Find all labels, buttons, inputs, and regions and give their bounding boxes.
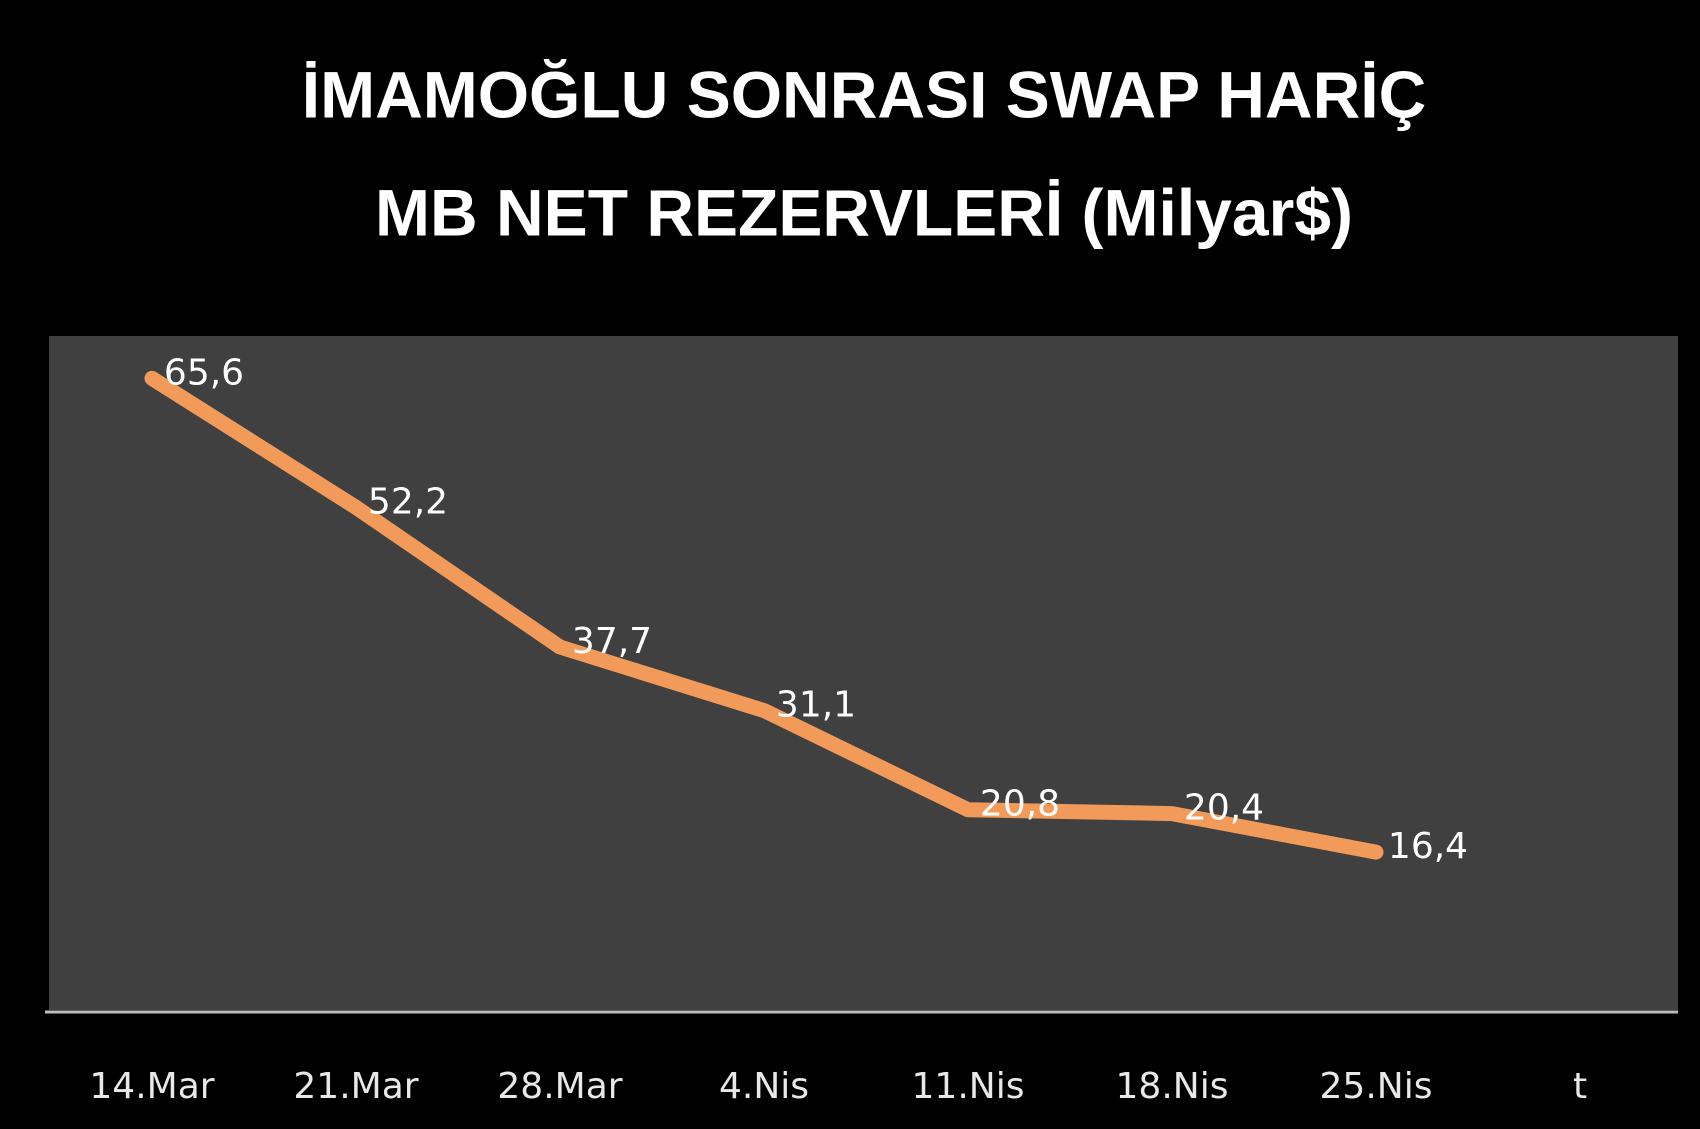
chart-title: MB NET REZERVLERİ (Milyar$): [375, 175, 1353, 249]
plot-area: [49, 336, 1678, 1010]
data-label: 31,1: [776, 685, 856, 726]
x-tick-label: 14.Mar: [89, 1066, 214, 1107]
x-tick-label: 11.Nis: [912, 1066, 1025, 1107]
data-label: 20,8: [980, 784, 1060, 825]
x-tick-label: 4.Nis: [719, 1066, 809, 1107]
x-tick-label: t: [1573, 1066, 1587, 1107]
data-label: 20,4: [1184, 788, 1264, 829]
x-tick-label: 21.Mar: [293, 1066, 418, 1107]
data-line: [144, 370, 1384, 860]
data-label: 16,4: [1388, 826, 1468, 867]
data-label: 52,2: [368, 481, 448, 522]
x-tick-label: 28.Mar: [497, 1066, 622, 1107]
data-label: 65,6: [164, 352, 244, 393]
x-tick-label: 25.Nis: [1320, 1066, 1433, 1107]
data-label: 37,7: [572, 621, 652, 662]
chart-title: İMAMOĞLU SONRASI SWAP HARİÇ: [302, 57, 1426, 131]
x-tick-label: 18.Nis: [1116, 1066, 1229, 1107]
